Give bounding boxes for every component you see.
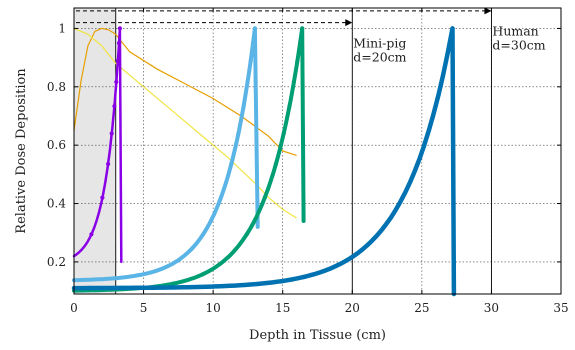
bragg-point — [447, 41, 452, 46]
bragg-point — [201, 232, 206, 237]
x-tick-label: 20 — [345, 301, 360, 315]
bragg-point — [218, 195, 223, 200]
bragg-point — [89, 232, 94, 237]
bragg-point — [375, 232, 381, 237]
bragg-point — [229, 161, 234, 167]
x-tick-label: 10 — [206, 301, 221, 315]
bragg-point — [250, 41, 256, 46]
y-tick-label: 1 — [58, 21, 66, 35]
bragg-point — [245, 79, 250, 85]
bragg-point — [109, 131, 114, 136]
x-axis-label: Depth in Tissue (cm) — [249, 328, 386, 343]
bragg-point — [106, 161, 111, 167]
bragg-point — [415, 161, 420, 167]
bragg-point — [200, 272, 205, 277]
axes-layer — [73, 7, 562, 295]
bragg-point — [450, 26, 455, 31]
bragg-point — [114, 79, 119, 85]
bragg-point — [115, 58, 120, 64]
bragg-curve — [71, 26, 457, 297]
bragg-point — [117, 26, 122, 31]
bragg-point — [300, 26, 305, 31]
x-tick-label: 5 — [140, 301, 148, 315]
bragg-point — [425, 131, 430, 136]
x-tick-label: 35 — [553, 301, 568, 315]
bragg-curve — [72, 26, 260, 283]
x-tick-label: 30 — [484, 301, 499, 315]
bragg-point — [400, 195, 405, 200]
annotation-text: d=30cm — [492, 38, 545, 53]
plot-frame — [73, 7, 562, 295]
annotation-text: d=20cm — [353, 49, 406, 64]
x-tick-label: 15 — [275, 301, 290, 315]
bragg-point — [262, 195, 267, 200]
bragg-point — [244, 232, 249, 237]
curve-layer — [71, 26, 457, 297]
bragg-point — [116, 41, 122, 46]
arrow-head — [345, 19, 353, 27]
bragg-point — [439, 79, 444, 85]
bragg-point — [100, 195, 105, 200]
depth-dose-curve — [73, 27, 297, 219]
bragg-point — [433, 104, 438, 109]
x-tick-label: 0 — [70, 301, 78, 315]
bragg-point — [295, 58, 300, 64]
x-tick-labels: 0 5 10 15 20 25 30 35 — [70, 301, 568, 315]
bragg-point — [236, 131, 241, 136]
y-tick-labels: 0.2 0.4 0.6 0.8 1 — [47, 21, 66, 268]
x-tick-label: 25 — [414, 301, 429, 315]
bragg-point — [273, 161, 278, 167]
bragg-point — [241, 104, 246, 109]
depth-dose-curve — [73, 27, 297, 156]
annotation-text: Mini-pig — [353, 35, 406, 50]
bragg-point — [112, 104, 117, 109]
arrow-head — [484, 7, 492, 15]
y-tick-label: 0.2 — [47, 255, 66, 269]
bragg-curve — [72, 27, 123, 264]
y-tick-label: 0.6 — [47, 138, 66, 152]
y-tick-label: 0.4 — [47, 197, 66, 211]
bragg-point — [287, 104, 292, 109]
y-axis-label: Relative Dose Deposition — [14, 68, 29, 234]
bragg-point — [298, 41, 303, 46]
bragg-point — [252, 26, 257, 31]
grid-layer — [74, 8, 561, 294]
bragg-point — [444, 58, 449, 64]
annotation-text: Human — [492, 24, 538, 39]
bragg-point — [281, 131, 286, 136]
bragg-point — [291, 79, 296, 85]
bragg-point — [248, 58, 253, 64]
y-tick-label: 0.8 — [47, 80, 66, 94]
